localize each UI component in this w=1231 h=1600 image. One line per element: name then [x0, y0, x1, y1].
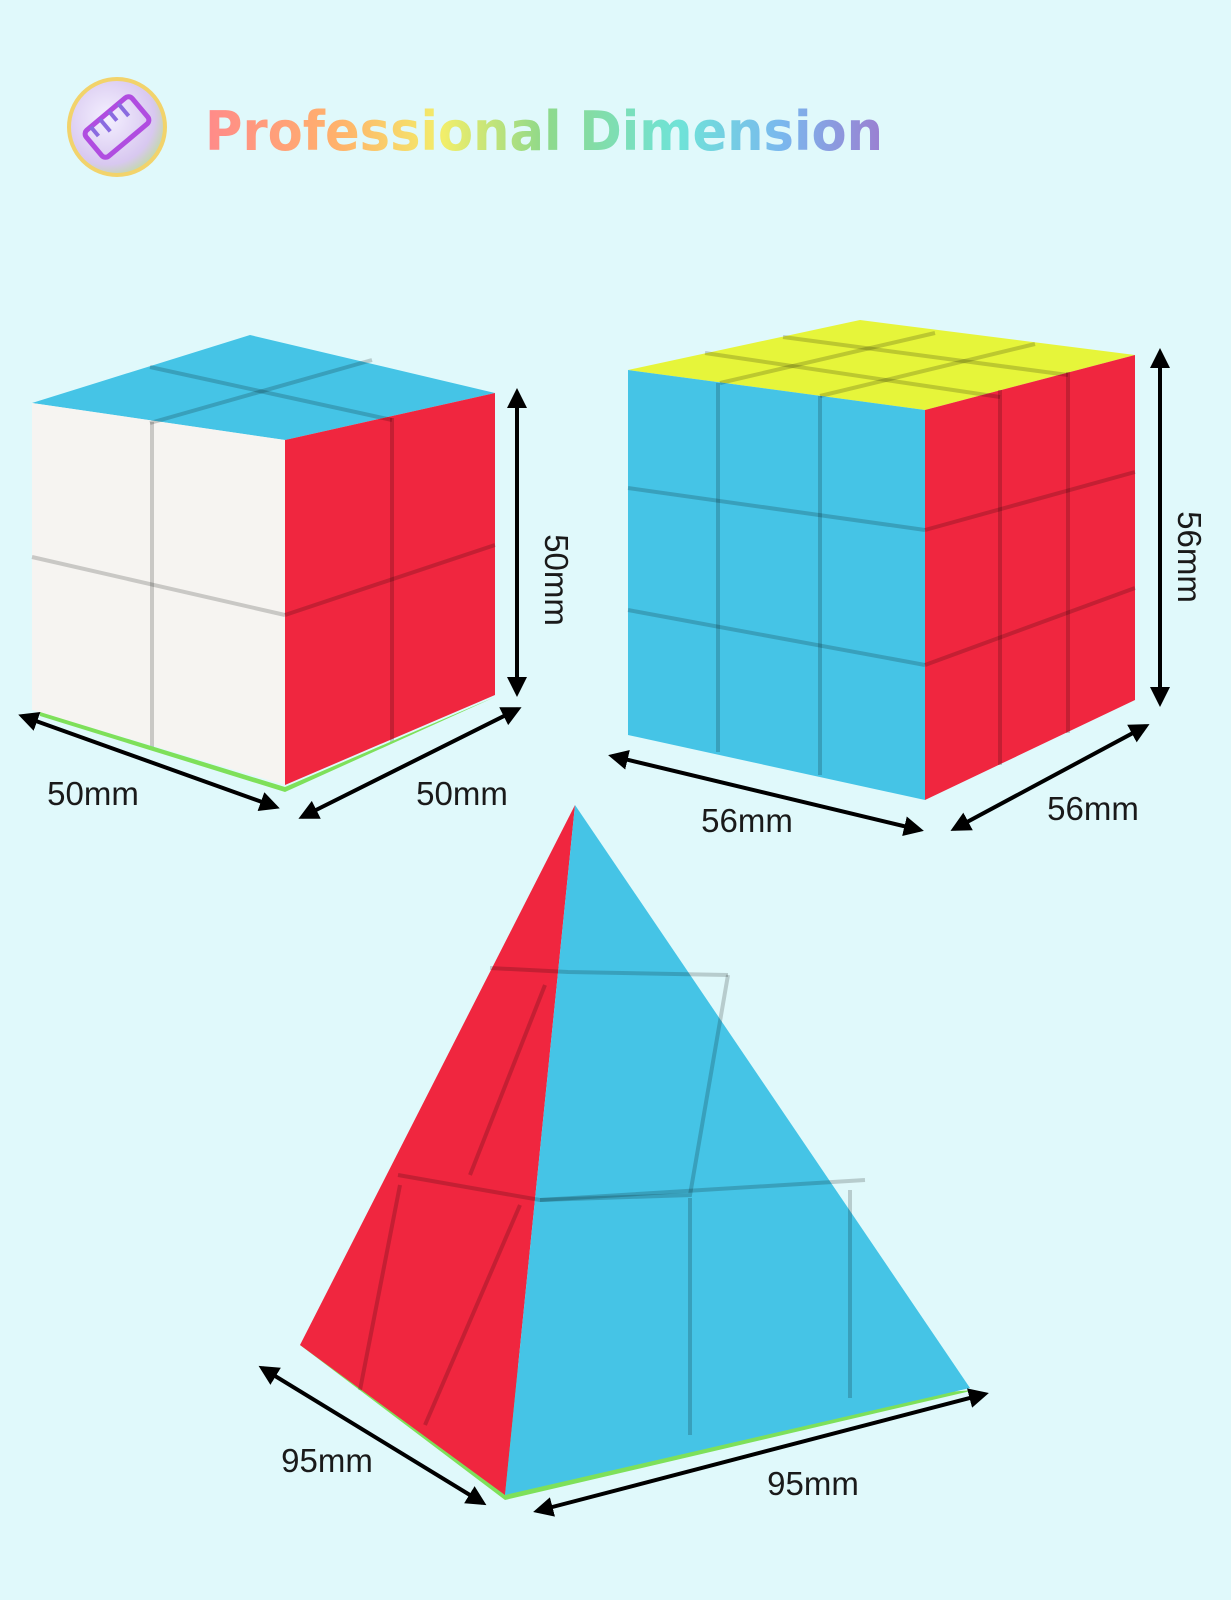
- pyramid-puzzle: [300, 805, 975, 1500]
- pyramid-bottom-side-label: 95mm: [767, 1465, 859, 1502]
- cube-3x3-height-label: 56mm: [1171, 511, 1208, 603]
- ruler-icon: [67, 77, 167, 177]
- page-title: Professional Dimension: [205, 100, 883, 163]
- dimension-arrows: [18, 348, 1170, 1517]
- cube-2x2-height-label: 50mm: [538, 534, 575, 626]
- cube-3x3: [627, 320, 1136, 800]
- cube-2x2-depth-label: 50mm: [416, 775, 508, 812]
- cube-3x3-depth-label: 56mm: [1047, 790, 1139, 827]
- cube-2x2-width-label: 50mm: [47, 775, 139, 812]
- cube-3x3-width-label: 56mm: [701, 802, 793, 839]
- pyramid-left-side-label: 95mm: [281, 1442, 373, 1479]
- cube-2x2: [31, 335, 496, 792]
